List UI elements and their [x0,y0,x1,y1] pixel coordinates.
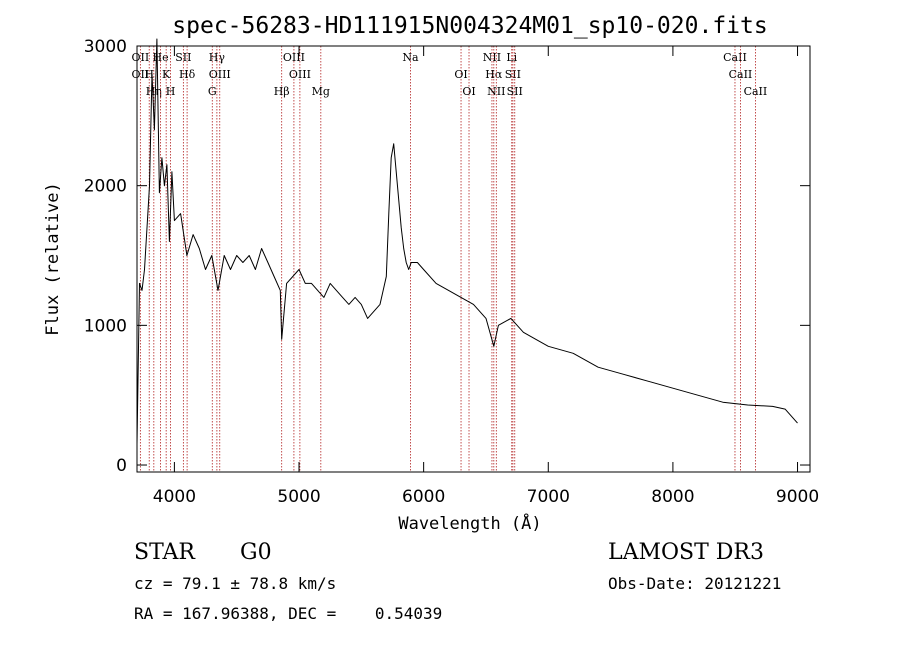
line-mark-label: CaII [723,51,747,64]
line-mark-label: OIII [283,51,305,64]
y-tick-label: 0 [116,456,127,476]
line-mark-label: Hα [485,68,503,81]
line-mark-label: OII [132,68,150,81]
line-mark-label: Mg [312,85,330,98]
y-axis-label: Flux (relative) [43,182,63,336]
chart-title: spec-56283-HD111915N004324M01_sp10-020.f… [172,13,767,39]
line-mark-label: OIII [289,68,311,81]
line-mark-label: H [166,85,176,98]
line-mark-label: SII [175,51,191,64]
axes: 4000 5000 6000 7000 8000 9000 0 1000 2000 3000 [84,37,819,507]
line-mark-label: Hδ [179,68,196,81]
plot-frame [136,45,811,473]
line-mark-label: Hη [146,85,162,98]
redshift-readout: cz = 79.1 ± 78.8 km/s [134,574,337,593]
spectrum-series [136,38,798,445]
subclass: G0 [240,540,272,565]
obs-date: Obs-Date: 20121221 [608,574,782,593]
y-tick-label: 1000 [84,316,127,336]
line-mark-label: SII [505,68,521,81]
line-mark-label: SII [507,85,523,98]
line-mark-label: H [144,68,154,81]
object-class: STAR [134,540,195,565]
spectrum-line [136,38,798,445]
survey-name: LAMOST DR3 [608,540,764,565]
y-tick-label: 2000 [84,177,127,197]
line-mark-label: CaII [744,85,768,98]
line-mark-label: G [208,85,217,98]
x-axis-label: Wavelength (Å) [398,512,541,534]
line-marks: OIIOIIHHηHeKHSIIHδGHγOIIIHβOIIIOIIIMgNaO… [132,46,768,472]
x-tick-label: 5000 [277,487,320,507]
line-mark-label: Na [402,51,419,64]
line-mark-label: OII [132,51,150,64]
line-mark-label: OI [454,68,467,81]
line-mark-label: OIII [209,68,231,81]
line-mark-label: OI [462,85,475,98]
x-tick-label: 8000 [651,487,694,507]
x-tick-label: 9000 [776,487,819,507]
line-mark-label: CaII [729,68,753,81]
line-mark-label: Hγ [209,51,226,64]
y-tick-label: 3000 [84,37,127,57]
line-mark-label: NII [487,85,505,98]
line-mark-label: K [162,68,171,81]
line-mark-label: Hβ [274,85,290,98]
line-mark-label: NII [483,51,501,64]
x-tick-label: 7000 [527,487,570,507]
x-tick-label: 4000 [153,487,196,507]
coordinates: RA = 167.96388, DEC = 0.54039 [134,604,443,623]
x-tick-label: 6000 [402,487,445,507]
line-mark-label: Li [506,51,517,64]
